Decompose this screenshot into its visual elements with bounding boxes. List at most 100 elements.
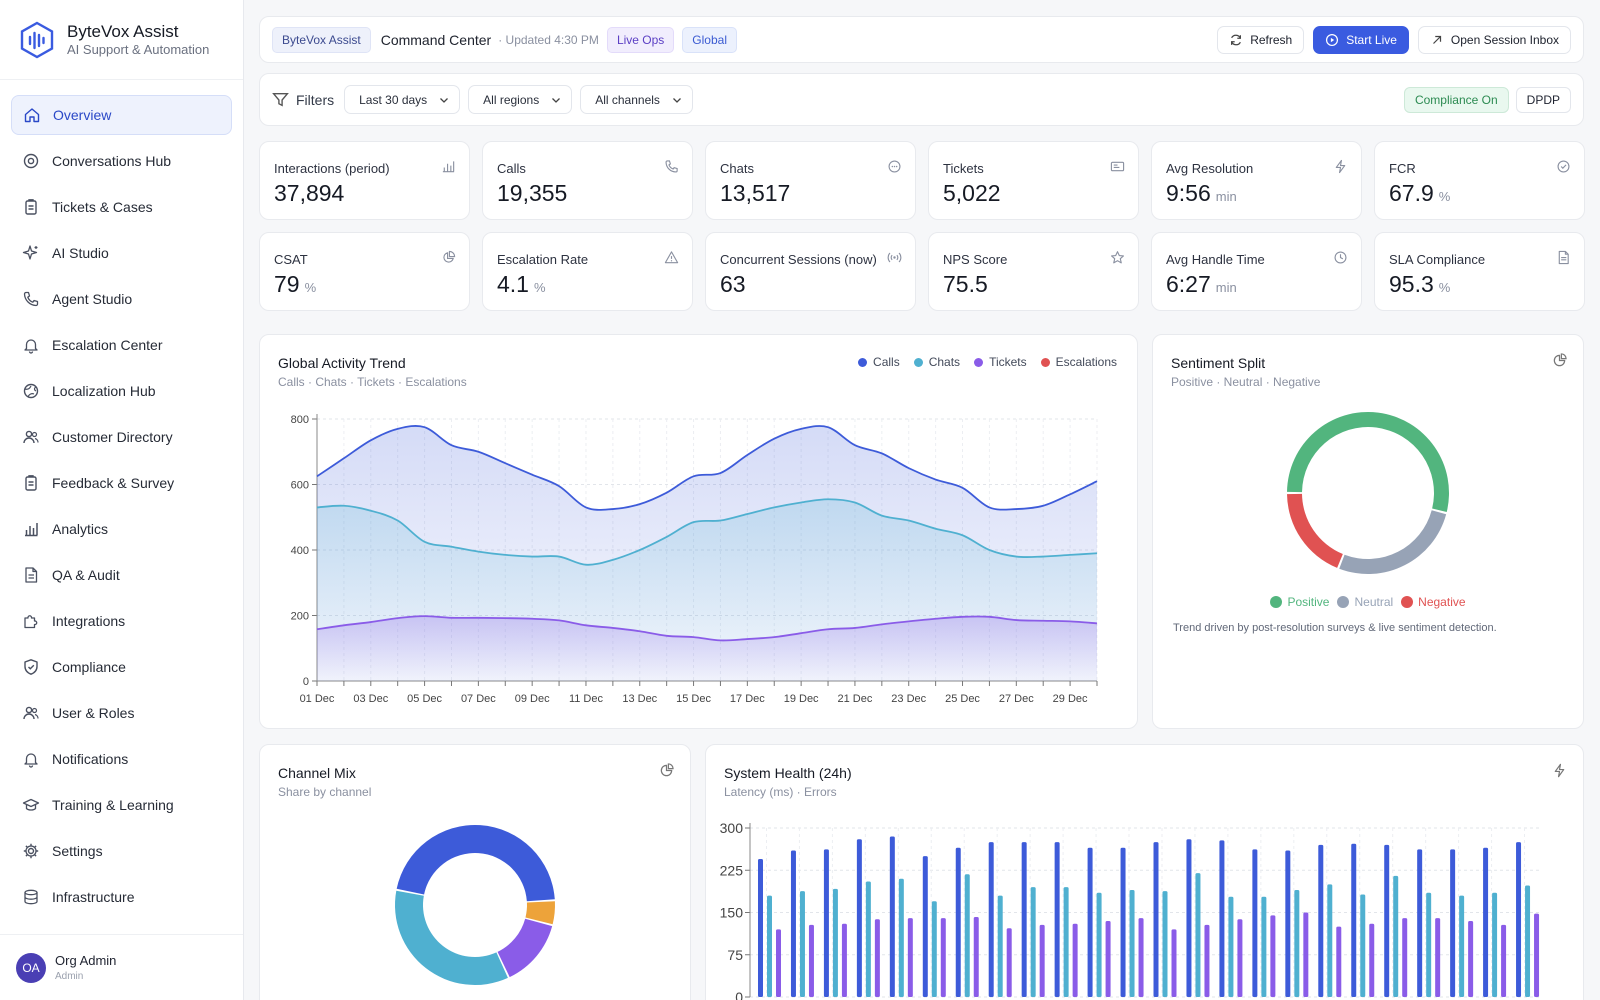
bar-errors bbox=[776, 929, 781, 997]
sidebar-item-agent-studio[interactable]: Agent Studio bbox=[11, 279, 232, 319]
bar-latency-p50 bbox=[1492, 892, 1498, 997]
kpi-label: Tickets bbox=[943, 161, 984, 176]
sidebar-item-label: Training & Learning bbox=[52, 797, 174, 813]
legend-positive[interactable]: Positive bbox=[1270, 595, 1329, 609]
sidebar-item-qa-audit[interactable]: QA & Audit bbox=[11, 555, 232, 595]
bar-latency-p50 bbox=[1261, 896, 1267, 997]
sidebar-item-settings[interactable]: Settings bbox=[11, 831, 232, 871]
kpi-card-sla-compliance[interactable]: SLA Compliance 95.3% bbox=[1374, 232, 1585, 311]
bar-latency-p95 bbox=[1384, 844, 1390, 997]
kpi-value: 79% bbox=[274, 271, 317, 297]
series-line-calls bbox=[316, 425, 1098, 511]
live-ops-tag[interactable]: Live Ops bbox=[606, 26, 675, 53]
play-circle-icon bbox=[1326, 33, 1339, 46]
bar-latency-p50 bbox=[1393, 875, 1399, 997]
start-live-button[interactable]: Start Live bbox=[1313, 25, 1409, 54]
period-select[interactable]: Last 30 days bbox=[344, 85, 461, 114]
legend-neutral[interactable]: Neutral bbox=[1337, 595, 1393, 609]
kpi-card-nps-score[interactable]: NPS Score 75.5 bbox=[928, 232, 1139, 311]
sidebar-item-user-roles[interactable]: User & Roles bbox=[11, 693, 232, 733]
global-tag[interactable]: Global bbox=[682, 26, 737, 53]
bar-latency-p50 bbox=[1162, 891, 1168, 997]
kpi-card-tickets[interactable]: Tickets 5,022 bbox=[928, 141, 1139, 220]
kpi-unit: % bbox=[533, 280, 546, 295]
sidebar-item-customer-directory[interactable]: Customer Directory bbox=[11, 417, 232, 457]
shield-icon bbox=[24, 659, 38, 675]
sidebar-item-training-learning[interactable]: Training & Learning bbox=[11, 785, 232, 825]
slice-negative bbox=[1287, 493, 1343, 568]
region-select[interactable]: All regions bbox=[468, 85, 573, 114]
sidebar-item-overview[interactable]: Overview bbox=[11, 95, 232, 135]
user-profile[interactable]: OA Org Admin Admin bbox=[0, 934, 243, 1000]
app-pill: ByteVox Assist bbox=[272, 26, 371, 53]
kpi-unit: % bbox=[1438, 189, 1451, 204]
refresh-icon bbox=[1231, 34, 1242, 45]
kpi-value: 5,022 bbox=[943, 180, 1001, 206]
pie-icon bbox=[660, 763, 674, 777]
legend-calls[interactable]: Calls bbox=[858, 355, 900, 369]
channel-select[interactable]: All channels bbox=[580, 85, 693, 114]
brand[interactable]: ByteVox Assist AI Support & Automation bbox=[0, 0, 243, 80]
bar-latency-p50 bbox=[1294, 889, 1300, 997]
sidebar-item-infrastructure[interactable]: Infrastructure bbox=[11, 877, 232, 917]
sidebar: ByteVox Assist AI Support & Automation O… bbox=[0, 0, 244, 1000]
bar-errors bbox=[1006, 928, 1012, 997]
bar-latency-p50 bbox=[1525, 885, 1531, 997]
open-session-inbox-button[interactable]: Open Session Inbox bbox=[1417, 25, 1571, 54]
y-tick-label: 800 bbox=[291, 414, 309, 426]
kpi-card-chats[interactable]: Chats 13,517 bbox=[705, 141, 916, 220]
sidebar-item-label: Agent Studio bbox=[52, 291, 133, 307]
bar-latency-p95 bbox=[955, 847, 961, 997]
legend-escalations[interactable]: Escalations bbox=[1040, 355, 1117, 369]
legend-chats[interactable]: Chats bbox=[913, 355, 960, 369]
bar-latency-p95 bbox=[889, 836, 895, 997]
sidebar-item-notifications[interactable]: Notifications bbox=[11, 739, 232, 779]
bar-latency-p95 bbox=[1450, 849, 1456, 997]
activity-title: Global Activity Trend bbox=[278, 355, 406, 371]
sidebar-item-integrations[interactable]: Integrations bbox=[11, 601, 232, 641]
sidebar-item-conversations-hub[interactable]: Conversations Hub bbox=[11, 141, 232, 181]
star-icon bbox=[1111, 251, 1124, 264]
sidebar-item-escalation-center[interactable]: Escalation Center bbox=[11, 325, 232, 365]
kpi-card-csat[interactable]: CSAT 79% bbox=[259, 232, 470, 311]
kpi-card-escalation-rate[interactable]: Escalation Rate 4.1% bbox=[482, 232, 693, 311]
kpi-card-avg-handle-time[interactable]: Avg Handle Time 6:27 min bbox=[1151, 232, 1362, 311]
clock-icon bbox=[1334, 251, 1347, 264]
kpi-value: 37,894 bbox=[274, 180, 345, 206]
logo-icon bbox=[20, 21, 54, 58]
legend-negative[interactable]: Negative bbox=[1401, 595, 1466, 609]
chevron-down-icon bbox=[552, 97, 561, 103]
sidebar-item-feedback-survey[interactable]: Feedback & Survey bbox=[11, 463, 232, 503]
sidebar-item-label: Tickets & Cases bbox=[52, 199, 153, 215]
sidebar-item-compliance[interactable]: Compliance bbox=[11, 647, 232, 687]
kpi-unit: % bbox=[304, 280, 317, 295]
home-icon bbox=[24, 108, 40, 123]
bar-errors bbox=[874, 919, 880, 997]
bar-latency-p95 bbox=[1516, 842, 1522, 997]
sidebar-item-localization-hub[interactable]: Localization Hub bbox=[11, 371, 232, 411]
gear-icon bbox=[23, 843, 39, 859]
bar-errors bbox=[841, 923, 847, 997]
sidebar-item-analytics[interactable]: Analytics bbox=[11, 509, 232, 549]
bar-latency-p95 bbox=[758, 858, 763, 997]
kpi-card-interactions-period[interactable]: Interactions (period) 37,894 bbox=[259, 141, 470, 220]
kpi-card-fcr[interactable]: FCR 67.9% bbox=[1374, 141, 1585, 220]
legend-tickets[interactable]: Tickets bbox=[974, 355, 1027, 369]
compliance-badge[interactable]: Compliance On bbox=[1403, 86, 1509, 113]
kpi-card-concurrent-sessions-now[interactable]: Concurrent Sessions (now) 63 bbox=[705, 232, 916, 311]
x-tick-label: 01 Dec bbox=[300, 693, 335, 705]
bar-latency-p95 bbox=[1186, 839, 1192, 997]
kpi-card-calls[interactable]: Calls 19,355 bbox=[482, 141, 693, 220]
sidebar-item-tickets-cases[interactable]: Tickets & Cases bbox=[11, 187, 232, 227]
bell-icon bbox=[24, 339, 38, 354]
sidebar-item-ai-studio[interactable]: AI Studio bbox=[11, 233, 232, 273]
bar-errors bbox=[1468, 920, 1474, 997]
kpi-card-avg-resolution[interactable]: Avg Resolution 9:56 min bbox=[1151, 141, 1362, 220]
dpdp-badge[interactable]: DPDP bbox=[1515, 86, 1571, 113]
refresh-button[interactable]: Refresh bbox=[1217, 25, 1305, 54]
top-bar: ByteVox Assist Command Center · Updated … bbox=[259, 16, 1584, 63]
bar-chart-icon bbox=[442, 161, 455, 173]
database-icon bbox=[24, 889, 38, 905]
bar-errors bbox=[1369, 923, 1375, 997]
y-tick-label: 600 bbox=[291, 480, 309, 492]
